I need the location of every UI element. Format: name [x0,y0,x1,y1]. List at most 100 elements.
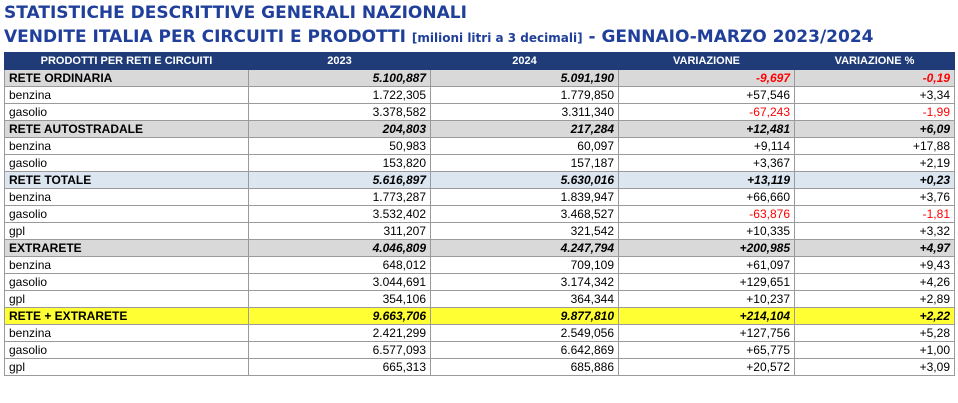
table-row: EXTRARETE 4.046,809 4.247,794 +200,985 +4,97 [4,239,955,257]
cell-2023: 9.663,706 [248,307,431,325]
cell-variation-percent: +3,34 [794,86,955,104]
cell-2024: 9.877,810 [430,307,619,325]
table-row: benzina 1.722,305 1.779,850 +57,546 +3,34 [4,86,955,104]
cell-variation-percent: +17,88 [794,137,955,155]
table-row: gasolio 3.378,582 3.311,340 -67,243 -1,99 [4,103,955,121]
cell-2024: 4.247,794 [430,239,619,257]
row-label: gasolio [4,205,249,223]
row-label: benzina [4,324,249,342]
cell-2024: 364,344 [430,290,619,308]
cell-2023: 354,106 [248,290,431,308]
row-label: gpl [4,290,249,308]
row-label: gasolio [4,103,249,121]
cell-2024: 3.174,342 [430,273,619,291]
cell-variation-percent: +3,76 [794,188,955,206]
cell-2023: 3.532,402 [248,205,431,223]
row-label: gpl [4,222,249,240]
cell-variation-percent: +4,97 [794,239,955,257]
row-label: EXTRARETE [4,239,249,257]
table-row: benzina 648,012 709,109 +61,097 +9,43 [4,256,955,274]
cell-variation-percent: +9,43 [794,256,955,274]
header-2024: 2024 [430,52,619,70]
cell-2024: 321,542 [430,222,619,240]
cell-variation: -67,243 [618,103,795,121]
cell-2023: 1.722,305 [248,86,431,104]
title-line-1: STATISTICHE DESCRITTIVE GENERALI NAZIONA… [4,3,467,23]
cell-variation: +20,572 [618,358,795,376]
cell-variation-percent: +2,19 [794,154,955,172]
row-label: benzina [4,86,249,104]
cell-variation: +127,756 [618,324,795,342]
cell-variation: +12,481 [618,120,795,138]
cell-variation-percent: -1,81 [794,205,955,223]
cell-variation: +9,114 [618,137,795,155]
cell-2024: 3.468,527 [430,205,619,223]
title-line-2: VENDITE ITALIA PER CIRCUITI E PRODOTTI [… [4,27,873,47]
cell-2023: 311,207 [248,222,431,240]
row-label: benzina [4,137,249,155]
cell-variation-percent: +5,28 [794,324,955,342]
table-row: gasolio 6.577,093 6.642,869 +65,775 +1,00 [4,341,955,359]
table-body: RETE ORDINARIA 5.100,887 5.091,190 -9,697 -0… [4,69,955,376]
cell-variation: +129,651 [618,273,795,291]
table-row: RETE TOTALE 5.616,897 5.630,016 +13,119 +0,2… [4,171,955,189]
header-products: PRODOTTI PER RETI E CIRCUITI [4,52,249,70]
cell-2024: 3.311,340 [430,103,619,121]
row-label: gpl [4,358,249,376]
cell-2024: 5.630,016 [430,171,619,189]
cell-variation-percent: +0,23 [794,171,955,189]
cell-variation: +65,775 [618,341,795,359]
table-row: gpl 665,313 685,886 +20,572 +3,09 [4,358,955,376]
header-variation: VARIAZIONE [618,52,795,70]
cell-variation: +66,660 [618,188,795,206]
table-row: gasolio 3.532,402 3.468,527 -63,876 -1,81 [4,205,955,223]
row-label: RETE AUTOSTRADALE [4,120,249,138]
cell-2024: 5.091,190 [430,69,619,87]
cell-2023: 3.378,582 [248,103,431,121]
cell-variation: +3,367 [618,154,795,172]
cell-variation: +10,335 [618,222,795,240]
table-row: gpl 311,207 321,542 +10,335 +3,32 [4,222,955,240]
cell-variation: +214,104 [618,307,795,325]
row-label: RETE + EXTRARETE [4,307,249,325]
cell-variation: +61,097 [618,256,795,274]
table-row: benzina 2.421,299 2.549,056 +127,756 +5,28 [4,324,955,342]
cell-2024: 60,097 [430,137,619,155]
cell-2023: 5.616,897 [248,171,431,189]
cell-variation-percent: -0,19 [794,69,955,87]
cell-2023: 4.046,809 [248,239,431,257]
table-row: benzina 1.773,287 1.839,947 +66,660 +3,76 [4,188,955,206]
cell-variation: -9,697 [618,69,795,87]
cell-2023: 648,012 [248,256,431,274]
cell-variation-percent: +2,89 [794,290,955,308]
header-2023: 2023 [248,52,431,70]
row-label: gasolio [4,273,249,291]
cell-2024: 1.839,947 [430,188,619,206]
sales-table: PRODOTTI PER RETI E CIRCUITI 2023 2024 V… [4,52,955,376]
row-label: benzina [4,188,249,206]
table-row: RETE ORDINARIA 5.100,887 5.091,190 -9,697 -0… [4,69,955,87]
table-row: RETE + EXTRARETE 9.663,706 9.877,810 +214,1… [4,307,955,325]
cell-variation-percent: +3,32 [794,222,955,240]
cell-variation: -63,876 [618,205,795,223]
cell-variation-percent: +1,00 [794,341,955,359]
cell-2024: 685,886 [430,358,619,376]
row-label: benzina [4,256,249,274]
cell-variation-percent: +6,09 [794,120,955,138]
cell-2024: 157,187 [430,154,619,172]
header-row: PRODOTTI PER RETI E CIRCUITI 2023 2024 V… [4,52,955,70]
cell-variation-percent: -1,99 [794,103,955,121]
cell-2023: 6.577,093 [248,341,431,359]
title-period: - GENNAIO-MARZO 2023/2024 [588,27,874,47]
table-row: gasolio 153,820 157,187 +3,367 +2,19 [4,154,955,172]
row-label: RETE ORDINARIA [4,69,249,87]
cell-2024: 1.779,850 [430,86,619,104]
cell-2023: 1.773,287 [248,188,431,206]
cell-variation: +57,546 [618,86,795,104]
cell-2024: 217,284 [430,120,619,138]
title-unit: [milioni litri a 3 decimali] [411,31,583,45]
cell-variation: +200,985 [618,239,795,257]
table-row: gasolio 3.044,691 3.174,342 +129,651 +4,26 [4,273,955,291]
cell-variation-percent: +2,22 [794,307,955,325]
cell-2023: 3.044,691 [248,273,431,291]
